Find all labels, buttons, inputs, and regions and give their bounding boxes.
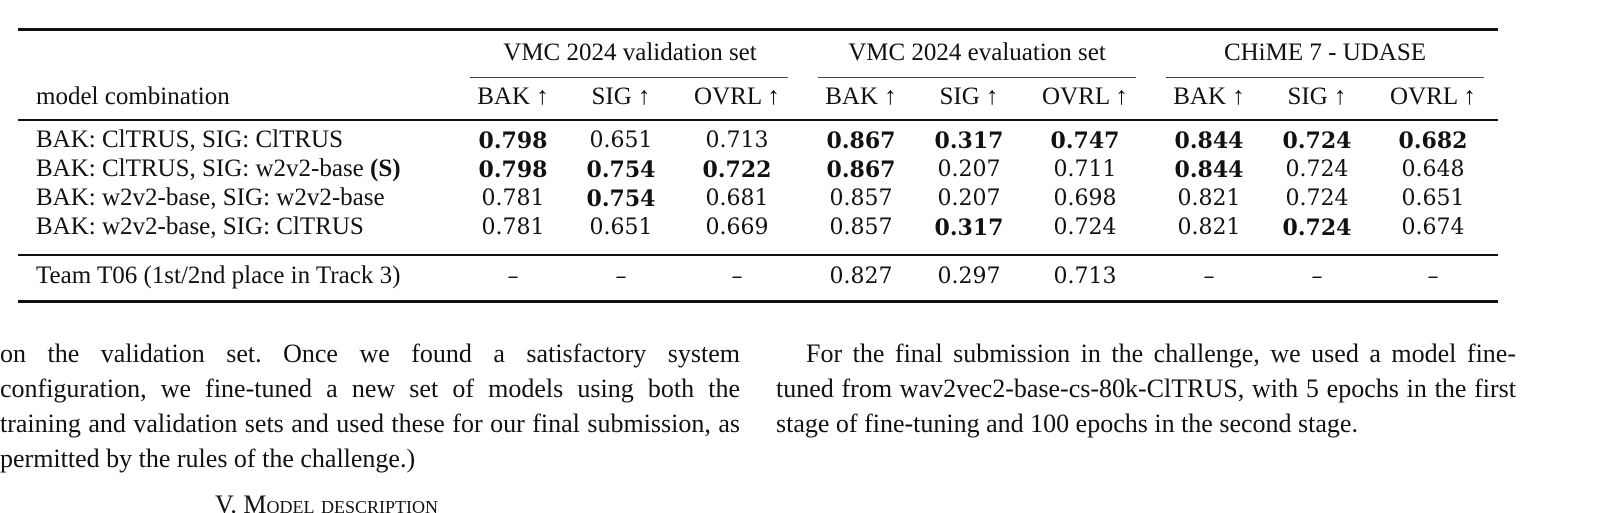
row-label: BAK: ClTRUS, SIG: w2v2-base (S) [36, 155, 401, 182]
table-cell: – [615, 264, 627, 289]
row-label: Team T06 (1st/2nd place in Track 3) [36, 262, 401, 289]
table-cell: 0.724 [1285, 186, 1349, 211]
metric-header: OVRL ↑ [694, 83, 780, 110]
table-cell: – [1311, 264, 1323, 289]
table-cell: 0.722 [702, 157, 772, 183]
table-cell: 0.651 [589, 215, 653, 240]
table-cell: – [1203, 264, 1215, 289]
table-cell: 0.857 [829, 186, 893, 211]
metric-header: BAK ↑ [477, 83, 549, 110]
team-row: Team T06 (1st/2nd place in Track 3) – – – 0.… [18, 256, 1498, 300]
section-heading: V. Model description [215, 490, 439, 513]
group-underline [1166, 77, 1484, 78]
table-cell: 0.682 [1398, 128, 1468, 154]
table-cell: 0.781 [481, 186, 545, 211]
table-cell: 0.711 [1053, 157, 1117, 182]
table-cell: 0.207 [937, 186, 1001, 211]
metric-header: SIG ↑ [1287, 83, 1347, 110]
row-label: BAK: ClTRUS, SIG: ClTRUS [36, 126, 344, 153]
group-header-vmc-validation: VMC 2024 validation set [503, 39, 757, 66]
table-cell: 0.844 [1174, 157, 1244, 183]
table-cell: 0.724 [1053, 215, 1117, 240]
table-cell: 0.674 [1401, 215, 1465, 240]
metric-header: SIG ↑ [591, 83, 651, 110]
group-header-vmc-evaluation: VMC 2024 evaluation set [848, 39, 1106, 66]
table-cell: 0.747 [1050, 128, 1120, 154]
table-cell: 0.724 [1285, 157, 1349, 182]
group-header-chime7-udase: CHiME 7 - UDASE [1223, 39, 1427, 66]
table-bottom-rule [18, 300, 1498, 303]
table-cell: 0.867 [826, 128, 896, 154]
table-row: BAK: ClTRUS, SIG: w2v2-base (S) 0.798 0.75… [18, 155, 1498, 184]
table-cell: 0.669 [705, 215, 769, 240]
table-header: VMC 2024 validation set VMC 2024 evaluat… [18, 31, 1498, 119]
table-cell: – [507, 264, 519, 289]
table-top-rule [18, 28, 1498, 31]
left-column-text: on the validation set. Once we found a s… [0, 336, 740, 476]
row-header-label: model combination [36, 83, 230, 110]
group-underline [818, 77, 1136, 78]
table-row: BAK: w2v2-base, SIG: ClTRUS 0.781 0.651 0.6… [18, 213, 1498, 242]
table-cell: 0.651 [1401, 186, 1465, 211]
table-row: BAK: w2v2-base, SIG: w2v2-base 0.781 0.754… [18, 184, 1498, 213]
table-cell: 0.317 [934, 128, 1004, 154]
table-cell: 0.798 [478, 157, 548, 183]
results-table: VMC 2024 validation set VMC 2024 evaluat… [18, 28, 1498, 303]
table-cell: 0.297 [937, 264, 1001, 289]
table-cell: 0.857 [829, 215, 893, 240]
table-cell: 0.754 [586, 186, 656, 212]
table-cell: – [731, 264, 743, 289]
table-cell: 0.681 [705, 186, 769, 211]
metric-header: BAK ↑ [1173, 83, 1245, 110]
table-cell: 0.651 [589, 128, 653, 153]
metric-header: OVRL ↑ [1390, 83, 1476, 110]
table-cell: 0.724 [1282, 128, 1352, 154]
table-cell: 0.713 [1053, 264, 1117, 289]
table-cell: 0.798 [478, 128, 548, 154]
table-body: BAK: ClTRUS, SIG: ClTRUS 0.798 0.651 0.713 0… [18, 126, 1498, 254]
table-header-rule [18, 119, 1498, 121]
table-cell: 0.724 [1282, 215, 1352, 241]
table-cell: 0.781 [481, 215, 545, 240]
right-column-text: For the final submission in the challeng… [776, 336, 1516, 441]
metric-header: BAK ↑ [825, 83, 897, 110]
row-label-suffix: (S) [370, 155, 401, 182]
row-label: BAK: w2v2-base, SIG: ClTRUS [36, 213, 364, 240]
table-cell: 0.713 [705, 128, 769, 153]
metric-header: OVRL ↑ [1042, 83, 1128, 110]
metric-header: SIG ↑ [939, 83, 999, 110]
table-cell: 0.821 [1177, 186, 1241, 211]
left-paragraph: on the validation set. Once we found a s… [0, 339, 740, 473]
table-cell: 0.754 [586, 157, 656, 183]
table-cell: 0.648 [1401, 157, 1465, 182]
right-paragraph: For the final submission in the challeng… [776, 339, 1516, 438]
row-label: BAK: w2v2-base, SIG: w2v2-base [36, 184, 385, 211]
table-cell: 0.821 [1177, 215, 1241, 240]
table-cell: 0.317 [934, 215, 1004, 241]
table-cell: 0.867 [826, 157, 896, 183]
table-row: BAK: ClTRUS, SIG: ClTRUS 0.798 0.651 0.713 0… [18, 126, 1498, 155]
table-cell: 0.207 [937, 157, 1001, 182]
table-cell: 0.827 [829, 264, 893, 289]
table-cell: 0.698 [1053, 186, 1117, 211]
table-cell: 0.844 [1174, 128, 1244, 154]
table-cell: – [1427, 264, 1439, 289]
table-mid-rule [18, 254, 1498, 256]
group-underline [470, 77, 788, 78]
